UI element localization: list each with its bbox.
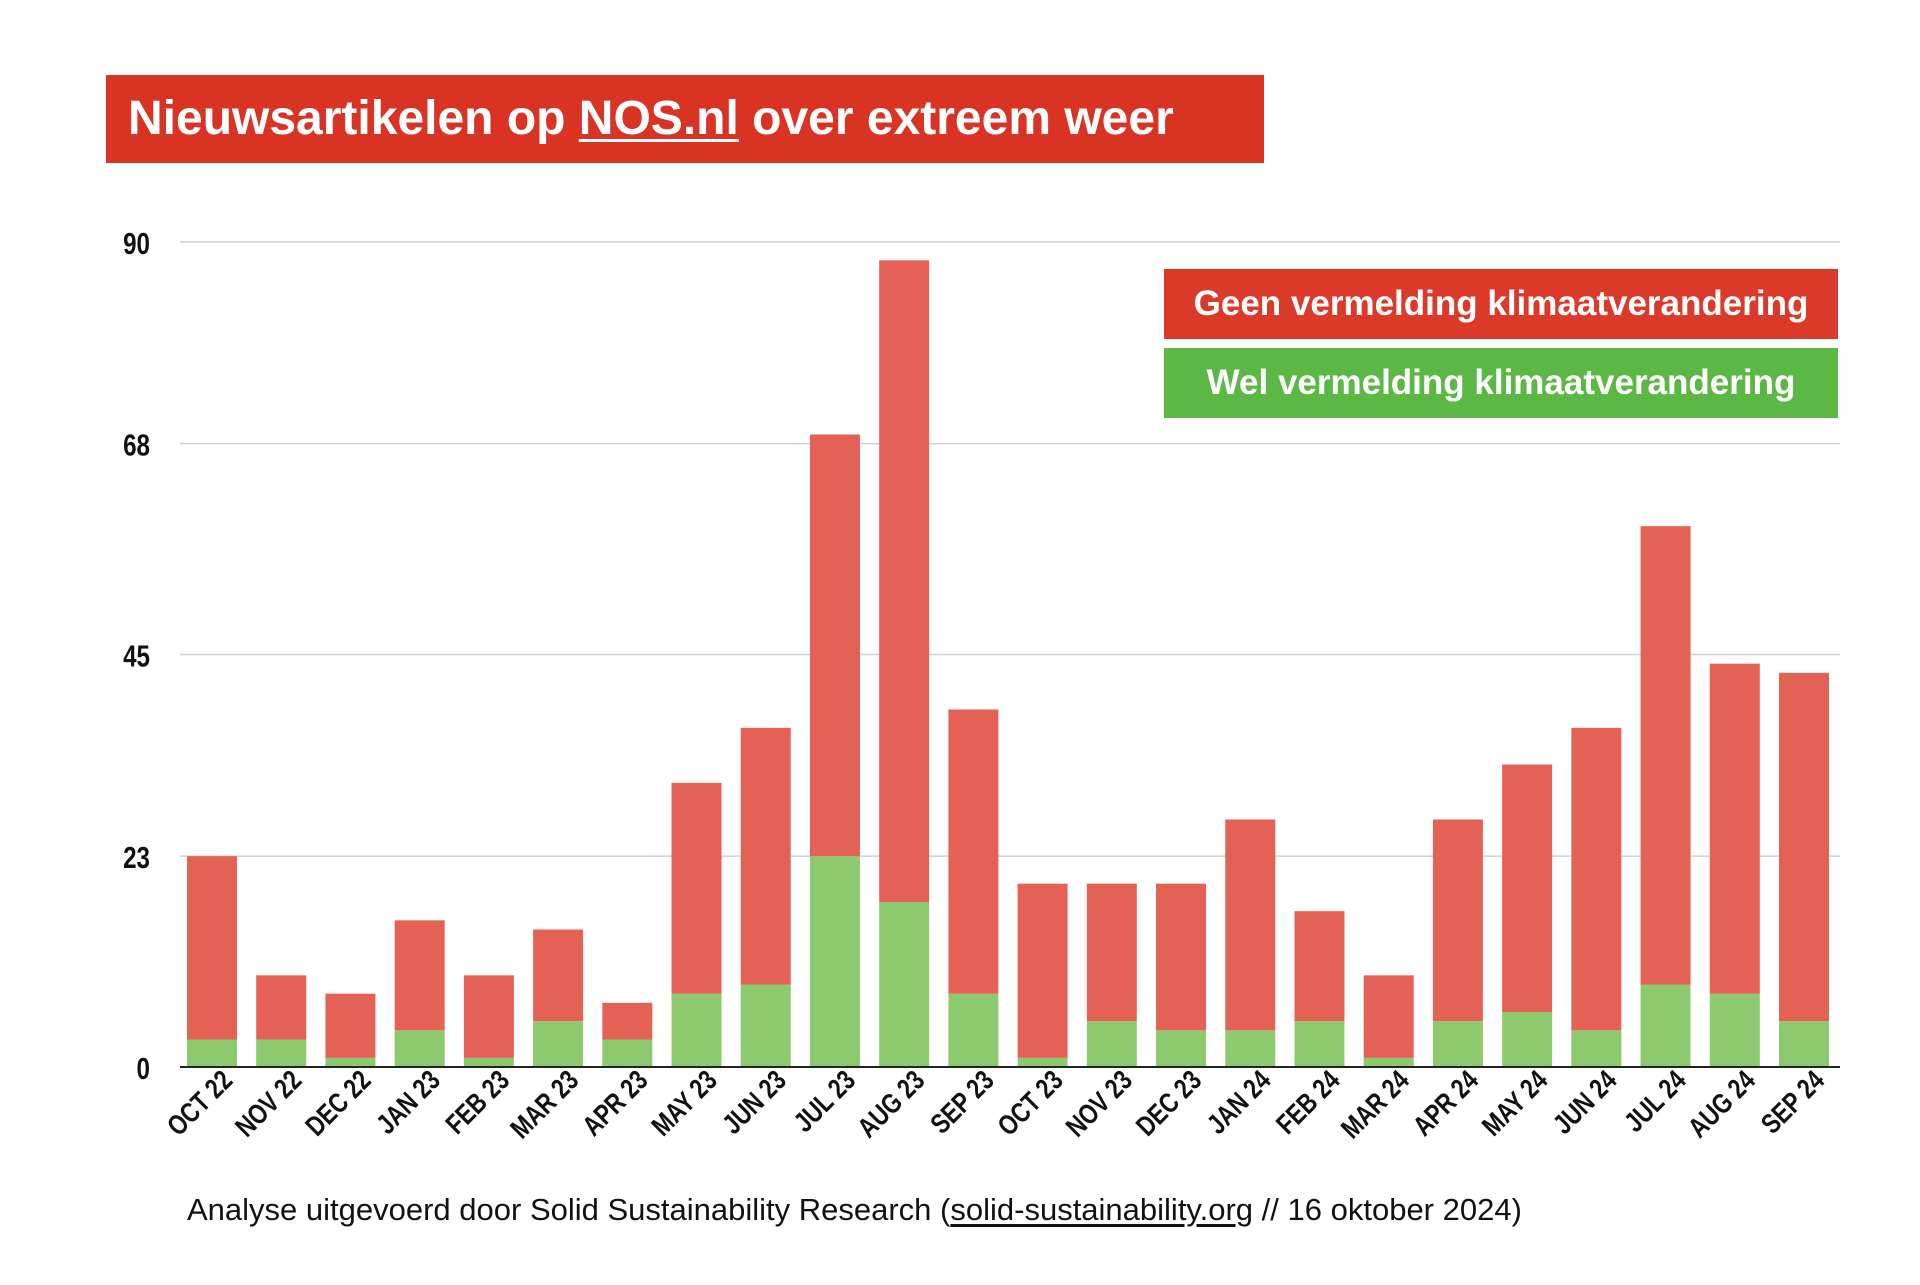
bars <box>187 260 1829 1067</box>
bar-geen-vermelding <box>809 434 860 857</box>
bar-geen-vermelding <box>1432 819 1483 1022</box>
y-tick-label: 90 <box>123 226 150 261</box>
bar-wel-vermelding <box>1156 1030 1207 1067</box>
bar-geen-vermelding <box>533 929 584 1022</box>
x-tick-label: OCT 23 <box>992 1065 1069 1142</box>
bar-geen-vermelding <box>1294 911 1345 1022</box>
x-tick-label: NOV 23 <box>1060 1065 1138 1143</box>
chart-title: Nieuwsartikelen op NOS.nl over extreem w… <box>106 75 1264 163</box>
bar-wel-vermelding <box>325 1057 376 1067</box>
bar-geen-vermelding <box>394 920 445 1031</box>
bar-wel-vermelding <box>394 1030 445 1067</box>
title-prefix: Nieuwsartikelen op <box>128 92 579 145</box>
bar-wel-vermelding <box>1502 1012 1553 1067</box>
footnote-link[interactable]: solid-sustainability.org <box>950 1192 1254 1227</box>
x-tick-label: JAN 23 <box>371 1065 447 1141</box>
bar-geen-vermelding <box>1640 526 1691 985</box>
bar-wel-vermelding <box>1709 993 1760 1067</box>
bar-wel-vermelding <box>1086 1021 1137 1067</box>
bar-wel-vermelding <box>948 993 999 1067</box>
bar-geen-vermelding <box>602 1002 653 1040</box>
x-tick-label: MAY 23 <box>646 1065 723 1142</box>
x-tick-label: DEC 23 <box>1130 1065 1207 1142</box>
bar-wel-vermelding <box>1779 1021 1829 1067</box>
x-tick-label: JUL 24 <box>1619 1065 1692 1138</box>
bar-wel-vermelding <box>671 993 722 1067</box>
bar-geen-vermelding <box>740 727 791 985</box>
bar-wel-vermelding <box>533 1021 584 1067</box>
x-tick-label: APR 23 <box>577 1065 654 1142</box>
x-tick-label: SEP 23 <box>925 1065 1000 1140</box>
y-tick-label: 23 <box>123 840 150 875</box>
bar-wel-vermelding <box>256 1039 307 1067</box>
y-tick-label: 45 <box>123 639 150 674</box>
bar-geen-vermelding <box>463 975 514 1058</box>
x-tick-label: JUN 23 <box>717 1065 793 1141</box>
bar-geen-vermelding <box>1502 764 1553 1012</box>
bar-wel-vermelding <box>879 902 930 1067</box>
x-tick-label: JUL 23 <box>788 1065 861 1138</box>
bar-wel-vermelding <box>1640 984 1691 1067</box>
bar-geen-vermelding <box>1017 883 1068 1058</box>
x-tick-label: OCT 22 <box>161 1065 238 1142</box>
x-tick-label: NOV 22 <box>230 1065 308 1143</box>
bar-geen-vermelding <box>879 260 930 902</box>
bar-geen-vermelding <box>1225 819 1276 1031</box>
bar-geen-vermelding <box>948 709 999 994</box>
bar-geen-vermelding <box>256 975 307 1040</box>
bar-geen-vermelding <box>671 782 722 994</box>
bar-wel-vermelding <box>602 1039 653 1067</box>
bar-geen-vermelding <box>187 856 237 1040</box>
footnote-suffix: // 16 oktober 2024) <box>1253 1192 1522 1227</box>
x-tick-label: JUN 24 <box>1547 1065 1623 1141</box>
bar-wel-vermelding <box>1294 1021 1345 1067</box>
bar-wel-vermelding <box>1363 1057 1414 1067</box>
bar-geen-vermelding <box>1156 883 1207 1031</box>
title-link[interactable]: NOS.nl <box>578 92 739 145</box>
x-tick-label: MAR 23 <box>505 1065 585 1145</box>
bar-wel-vermelding <box>809 856 860 1067</box>
x-tick-label: MAY 24 <box>1476 1065 1553 1142</box>
bar-wel-vermelding <box>1225 1030 1276 1067</box>
bar-wel-vermelding <box>1571 1030 1622 1067</box>
y-tick-label: 0 <box>137 1051 150 1086</box>
bar-geen-vermelding <box>1571 727 1622 1031</box>
x-tick-label: APR 24 <box>1407 1065 1484 1142</box>
y-axis-ticks: 0 23 45 68 90 <box>123 226 150 1086</box>
y-tick-label: 68 <box>123 428 150 463</box>
bar-wel-vermelding <box>187 1039 237 1067</box>
x-tick-label: DEC 22 <box>300 1065 377 1142</box>
grid-lines <box>180 241 1840 857</box>
bar-geen-vermelding <box>1363 975 1414 1058</box>
legend-item-geen-vermelding: Geen vermelding klimaatverandering <box>1164 269 1838 339</box>
bar-wel-vermelding <box>463 1057 514 1067</box>
x-tick-label: SEP 24 <box>1755 1065 1830 1140</box>
x-tick-label: AUG 24 <box>1682 1065 1761 1144</box>
bar-wel-vermelding <box>740 984 791 1067</box>
footnote-prefix: Analyse uitgevoerd door Solid Sustainabi… <box>187 1192 951 1227</box>
bar-wel-vermelding <box>1017 1057 1068 1067</box>
bar-geen-vermelding <box>325 993 376 1058</box>
x-tick-label: JAN 24 <box>1201 1065 1277 1141</box>
bar-geen-vermelding <box>1709 663 1760 994</box>
bar-wel-vermelding <box>1432 1021 1483 1067</box>
legend-item-wel-vermelding: Wel vermelding klimaatverandering <box>1164 348 1838 418</box>
x-tick-label: FEB 23 <box>440 1065 516 1141</box>
bar-geen-vermelding <box>1086 883 1137 1022</box>
x-tick-label: AUG 23 <box>852 1065 931 1144</box>
bar-geen-vermelding <box>1779 672 1829 1022</box>
footnote: Analyse uitgevoerd door Solid Sustainabi… <box>187 1192 1522 1228</box>
x-tick-label: MAR 24 <box>1335 1065 1415 1145</box>
title-suffix: over extreem weer <box>738 92 1174 145</box>
x-tick-label: FEB 24 <box>1271 1065 1347 1141</box>
